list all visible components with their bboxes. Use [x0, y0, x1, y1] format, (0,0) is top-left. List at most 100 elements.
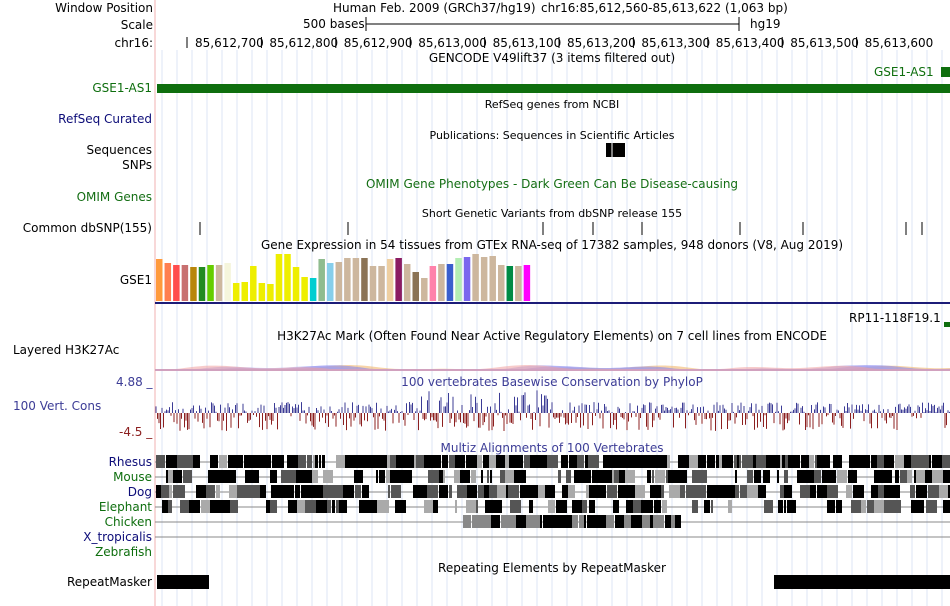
multiz-block [282, 455, 284, 468]
multiz-species-chicken[interactable]: Chicken [104, 515, 152, 529]
multiz-species-zebrafish[interactable]: Zebrafish [95, 545, 152, 559]
ruler-tick-label: 85,613,400 [715, 36, 785, 50]
multiz-block [911, 455, 920, 468]
multiz-block [763, 470, 768, 483]
gtex-gene-label[interactable]: GSE1 [119, 273, 152, 287]
multiz-block [232, 470, 236, 483]
multiz-block [827, 500, 835, 513]
multiz-block [833, 455, 842, 468]
gencode-gene-label[interactable]: GSE1-AS1 [92, 81, 152, 95]
multiz-block [368, 455, 371, 468]
multiz-block [522, 470, 526, 483]
h3k27ac-track-label[interactable]: Layered H3K27Ac [13, 343, 120, 357]
multiz-block [315, 455, 318, 468]
gencode-track-title[interactable]: GENCODE V49lift37 (3 items filtered out) [428, 51, 676, 65]
multiz-block [700, 485, 706, 498]
multiz-block [270, 470, 277, 483]
multiz-species-elephant[interactable]: Elephant [98, 500, 152, 514]
multiz-block [233, 455, 243, 468]
multiz-block [916, 470, 925, 483]
multiz-block [477, 455, 482, 468]
multiz-block [910, 485, 915, 498]
multiz-block [592, 470, 599, 483]
multiz-block [926, 500, 937, 513]
multiz-block [710, 485, 720, 498]
multiz-block [322, 455, 325, 468]
multiz-block [914, 470, 916, 483]
multiz-block [642, 515, 650, 528]
multiz-block [244, 455, 254, 468]
multiz-block [350, 485, 354, 498]
multiz-block [904, 455, 911, 468]
refseq-track-label[interactable]: RefSeq Curated [58, 112, 152, 126]
multiz-block [848, 470, 857, 483]
multiz-block [704, 500, 710, 513]
multiz-block [784, 485, 792, 498]
multiz-block [219, 455, 227, 468]
multiz-block [312, 485, 323, 498]
multiz-block [168, 470, 173, 483]
multiz-block [413, 485, 424, 498]
dbsnp-track-title[interactable]: Short Genetic Variants from dbSNP releas… [421, 207, 683, 220]
omim-track-label[interactable]: OMIM Genes [76, 190, 152, 204]
dbsnp-track-label[interactable]: Common dbSNP(155) [22, 221, 152, 235]
multiz-block [740, 485, 747, 498]
multiz-species-rhesus[interactable]: Rhesus [108, 455, 152, 469]
multiz-block [716, 455, 719, 468]
multiz-track-title[interactable]: Multiz Alignments of 100 Vertebrates [440, 441, 664, 455]
phylop-min-label: -4.5 _ [119, 425, 153, 439]
multiz-block [623, 455, 630, 468]
multiz-block [657, 515, 664, 528]
gtex-tissue-bar [164, 263, 172, 301]
multiz-block [794, 455, 800, 468]
multiz-block [229, 485, 237, 498]
multiz-block [801, 455, 809, 468]
multiz-species-x-tropicalis[interactable]: X_tropicalis [83, 530, 152, 544]
multiz-block [943, 500, 950, 513]
multiz-block [383, 500, 389, 513]
refseq-track-title[interactable]: RefSeq genes from NCBI [484, 98, 620, 111]
multiz-block [886, 470, 892, 483]
publications-track-title[interactable]: Publications: Sequences in Scientific Ar… [429, 129, 675, 142]
gtex-tissue-bar [455, 258, 462, 301]
omim-track-title[interactable]: OMIM Gene Phenotypes - Dark Green Can Be… [365, 177, 739, 191]
multiz-block [666, 470, 668, 483]
multiz-block [223, 500, 230, 513]
phylop-track-label[interactable]: 100 Vert. Cons [13, 399, 102, 413]
publications-snps-label[interactable]: SNPs [122, 158, 152, 172]
multiz-block [653, 515, 657, 528]
multiz-block [161, 485, 169, 498]
multiz-species-dog[interactable]: Dog [127, 485, 152, 499]
multiz-block [808, 470, 814, 483]
gtex-tissue-bar [386, 259, 394, 301]
gtex-tissue-bar [489, 256, 496, 301]
gtex-track-title[interactable]: Gene Expression in 54 tissues from GTEx … [260, 238, 844, 252]
multiz-block [943, 470, 947, 483]
multiz-species-mouse[interactable]: Mouse [113, 470, 152, 484]
publications-sequences-label[interactable]: Sequences [86, 143, 152, 157]
gtex-right-gene-label[interactable]: RP11-118F19.1 [849, 311, 941, 325]
rmsk-track-title[interactable]: Repeating Elements by RepeatMasker [438, 561, 666, 575]
multiz-block [490, 470, 492, 483]
multiz-block [650, 515, 653, 528]
multiz-block [454, 470, 460, 483]
gtex-tissue-bar [335, 262, 343, 301]
multiz-block [859, 455, 870, 468]
phylop-track-title[interactable]: 100 vertebrates Basewise Conservation by… [401, 375, 703, 389]
gtex-tissue-bar [446, 264, 454, 301]
multiz-block [815, 455, 817, 468]
multiz-block [624, 515, 631, 528]
h3k27ac-track-title[interactable]: H3K27Ac Mark (Often Found Near Active Re… [277, 329, 827, 343]
multiz-block [183, 470, 192, 483]
multiz-block [506, 515, 516, 528]
multiz-block [481, 470, 483, 483]
multiz-block [287, 455, 292, 468]
rmsk-track-label[interactable]: RepeatMasker [66, 575, 152, 589]
gencode-right-gene-label[interactable]: GSE1-AS1 [874, 65, 934, 79]
gtex-tissue-bar [309, 278, 317, 301]
multiz-block [336, 500, 339, 513]
multiz-block [508, 485, 519, 498]
multiz-block [711, 500, 713, 513]
multiz-block [260, 485, 266, 498]
